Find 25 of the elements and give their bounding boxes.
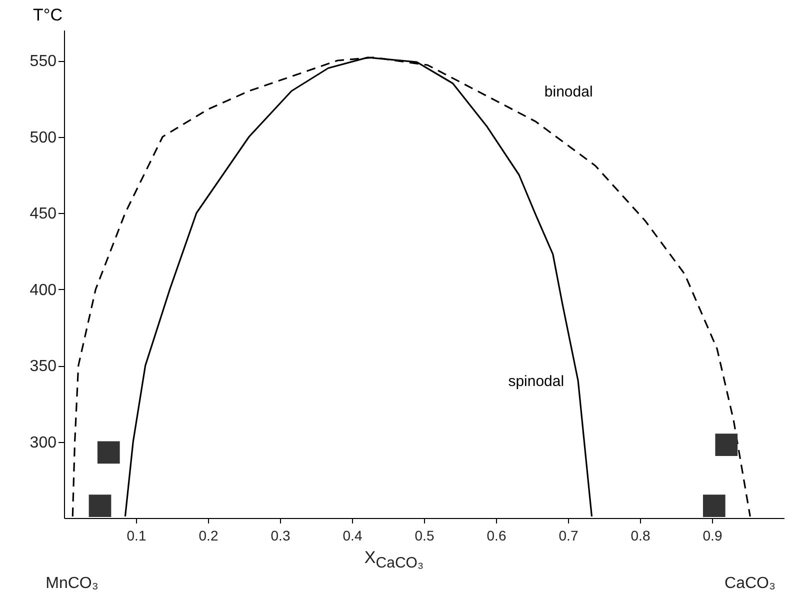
y-tick-label: 550: [30, 53, 57, 70]
x-tick-label: 0.2: [198, 528, 218, 544]
x-axis-title: X$_{CaCO₃}$: [363, 548, 425, 572]
x-tick-label: 0.3: [270, 528, 290, 544]
point: [715, 434, 738, 456]
y-tick-label: 450: [30, 206, 57, 222]
point: [88, 494, 112, 517]
text: MnCO₃: [46, 575, 98, 592]
text: CaCO₃: [724, 575, 776, 592]
y-tick-label: 300: [30, 434, 57, 452]
y-tick-label: 400: [30, 282, 57, 299]
y-axis-title: T°C: [33, 6, 62, 24]
point: [702, 494, 726, 517]
x-tick-label: 0.4: [342, 528, 362, 544]
series-label: binodal: [544, 83, 593, 100]
y-tick-label: 350: [30, 358, 57, 375]
series-label: spinodal: [508, 372, 564, 390]
x-tick-label: 0.1: [126, 528, 146, 544]
x-tick-label: 0.8: [630, 528, 650, 544]
x-tick-label: 0.9: [702, 528, 722, 544]
x-tick-label: 0.6: [486, 528, 506, 544]
point: [97, 441, 120, 464]
x-tick-label: 0.7: [558, 528, 578, 544]
y-tick-label: 500: [30, 129, 57, 146]
x-tick-label: 0.5: [414, 528, 434, 544]
